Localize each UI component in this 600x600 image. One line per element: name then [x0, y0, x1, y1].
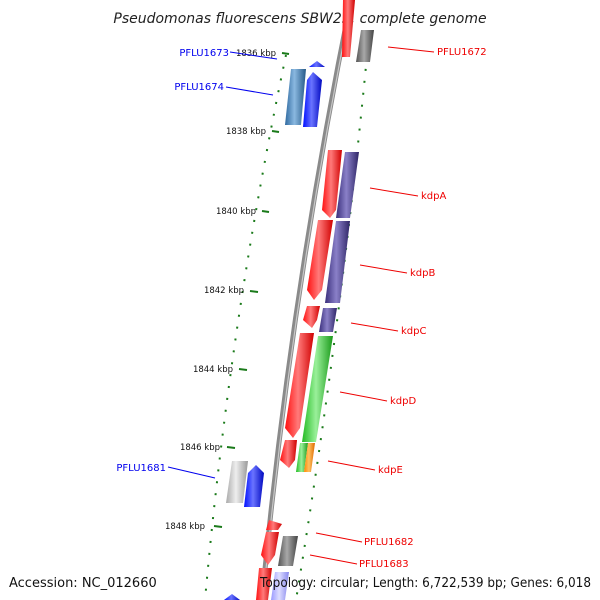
feature-red-kdpD[interactable]	[285, 333, 314, 438]
tick-1846	[226, 446, 236, 449]
feature-kdpE[interactable]	[304, 443, 315, 472]
feature-red-top[interactable]	[342, 0, 355, 57]
label-kdpD[interactable]: kdpD	[390, 396, 416, 407]
tick-label-1836: 1836 kbp	[236, 49, 276, 59]
leader-kdpE	[327, 460, 376, 471]
tick-1848	[213, 525, 223, 528]
feature-pflu1683[interactable]	[278, 536, 298, 566]
feature-red-kdpE[interactable]	[280, 440, 297, 468]
feature-red-kdpB[interactable]	[307, 220, 333, 300]
leader-pflu1673	[229, 51, 278, 60]
feature-pflu1674-steel[interactable]	[285, 69, 306, 125]
leader-kdpD	[339, 391, 388, 402]
tick-label-1844: 1844 kbp	[193, 365, 233, 375]
leader-kdpB	[359, 264, 408, 274]
feature-red-kdpC[interactable]	[303, 306, 320, 328]
tick-label-1842: 1842 kbp	[204, 286, 244, 296]
map-title: Pseudomonas fluorescens SBW25, complete …	[113, 11, 486, 27]
feature-pflu1672[interactable]	[356, 30, 374, 62]
label-kdpA[interactable]: kdpA	[421, 191, 446, 202]
kbp-ticks	[213, 52, 290, 528]
genome-backbone-highlight	[262, 0, 353, 600]
label-kdpC[interactable]: kdpC	[401, 326, 426, 337]
feature-kdpC[interactable]	[319, 308, 337, 332]
feature-lilac-bottom[interactable]	[271, 572, 289, 600]
feature-pflu1681-grey[interactable]	[226, 461, 248, 503]
accession-text: Accession: NC_012660	[9, 576, 157, 591]
feature-pflu1674[interactable]	[303, 72, 322, 127]
feature-blue-bottom[interactable]	[224, 594, 240, 600]
leader-kdpA	[369, 187, 419, 197]
genome-backbone	[259, 0, 354, 600]
leader-pflu1672	[387, 46, 435, 53]
feature-pflu1681[interactable]	[244, 465, 264, 507]
leader-pflu1674	[225, 86, 274, 96]
label-pflu1674[interactable]: PFLU1674	[174, 82, 224, 93]
feature-red-kdpA[interactable]	[322, 150, 342, 218]
tick-1836	[281, 52, 290, 55]
leader-kdpC	[350, 322, 399, 332]
label-pflu1681[interactable]: PFLU1681	[116, 463, 166, 474]
label-pflu1683[interactable]: PFLU1683	[359, 559, 409, 570]
tick-1844	[238, 368, 248, 371]
label-kdpE[interactable]: kdpE	[378, 465, 403, 476]
label-kdpB[interactable]: kdpB	[410, 268, 435, 279]
label-pflu1682[interactable]: PFLU1682	[364, 537, 414, 548]
tick-label-1840: 1840 kbp	[216, 207, 256, 217]
outer-dotted-arc	[295, 44, 369, 600]
feature-kdpA[interactable]	[336, 152, 359, 218]
feature-kdpB[interactable]	[325, 221, 350, 303]
label-pflu1672[interactable]: PFLU1672	[437, 47, 487, 58]
label-leaders	[167, 46, 435, 565]
tick-1838	[271, 130, 280, 133]
feature-kdpD[interactable]	[302, 336, 333, 442]
feature-pflu1673[interactable]	[309, 61, 325, 67]
tick-label-1838: 1838 kbp	[226, 127, 266, 137]
tick-label-1846: 1846 kbp	[180, 443, 220, 453]
feature-pflu1682[interactable]	[261, 532, 279, 565]
tick-1840	[261, 210, 270, 213]
tick-1842	[249, 290, 259, 293]
label-pflu1673[interactable]: PFLU1673	[179, 48, 229, 59]
leader-pflu1682	[315, 532, 363, 543]
topology-summary: Topology: circular; Length: 6,722,539 bp…	[259, 576, 591, 591]
leader-pflu1683	[309, 554, 358, 565]
feature-pflu1682-small[interactable]	[266, 520, 282, 530]
tick-label-1848: 1848 kbp	[165, 522, 205, 532]
feature-red-bottom[interactable]	[256, 568, 272, 600]
leader-pflu1681	[167, 466, 216, 479]
